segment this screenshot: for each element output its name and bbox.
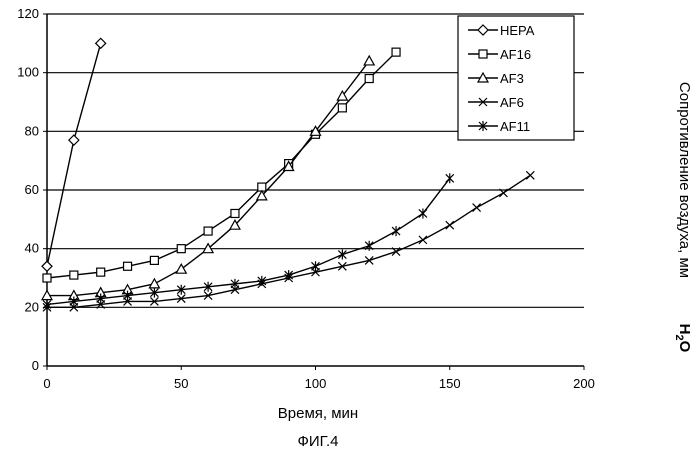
data-point <box>124 262 132 270</box>
data-point <box>392 226 400 236</box>
legend-label: AF6 <box>500 95 524 110</box>
data-point <box>338 104 346 112</box>
legend-label: AF11 <box>500 119 530 134</box>
data-point <box>176 264 186 273</box>
y-tick-label: 120 <box>17 6 39 21</box>
data-point <box>149 279 159 288</box>
series-line <box>47 178 450 304</box>
x-tick-label: 0 <box>43 376 50 391</box>
data-point <box>43 274 51 282</box>
series-hepa <box>42 38 106 271</box>
data-point <box>312 261 320 271</box>
legend: HEPA AF16 AF3 AF6 AF11 <box>458 16 574 140</box>
y-tick-label: 20 <box>25 299 39 314</box>
y-axis-unit-h: H <box>676 324 693 335</box>
data-point <box>446 221 454 229</box>
data-point <box>96 38 106 48</box>
data-point <box>392 48 400 56</box>
data-point <box>473 204 481 212</box>
y-axis-title-group: Сопротивление воздуха, мм H2O <box>673 82 693 353</box>
x-axis-title: Время, мин <box>278 405 358 422</box>
x-tick-label: 50 <box>174 376 188 391</box>
data-point <box>419 236 427 244</box>
legend-label: AF3 <box>500 71 524 86</box>
data-point <box>70 271 78 279</box>
legend-label: AF16 <box>500 47 531 62</box>
data-point <box>231 209 239 217</box>
data-point <box>204 227 212 235</box>
y-tick-label: 100 <box>17 65 39 80</box>
data-point <box>526 171 534 179</box>
series-af16 <box>43 48 400 282</box>
y-axis-title: Сопротивление воздуха, мм <box>676 82 693 278</box>
series-af11 <box>43 173 454 309</box>
series-line <box>47 52 396 278</box>
data-point <box>364 56 374 65</box>
y-tick-label: 80 <box>25 123 39 138</box>
data-point <box>365 75 373 83</box>
data-point <box>177 245 185 253</box>
data-point <box>97 268 105 276</box>
y-axis-unit: H2O <box>673 324 693 353</box>
x-tick-label: 100 <box>305 376 327 391</box>
data-point <box>419 208 427 218</box>
x-tick-labels: 0 50 100 150 200 <box>43 366 594 391</box>
series-line <box>47 175 530 307</box>
y-tick-label: 60 <box>25 182 39 197</box>
y-tick-label: 0 <box>32 358 39 373</box>
legend-label: HEPA <box>500 23 535 38</box>
series-line <box>47 61 369 296</box>
data-point <box>69 135 79 145</box>
x-tick-label: 150 <box>439 376 461 391</box>
y-tick-labels: 0 20 40 60 80 100 120 <box>17 6 47 373</box>
data-point <box>446 173 454 183</box>
legend-marker <box>479 50 487 58</box>
data-point <box>365 241 373 251</box>
data-point <box>150 256 158 264</box>
y-tick-label: 40 <box>25 241 39 256</box>
y-axis-unit-o: O <box>676 341 693 353</box>
figure-caption: ФИГ.4 <box>298 433 339 450</box>
series-line <box>47 43 101 266</box>
data-point <box>42 261 52 271</box>
x-tick-label: 200 <box>573 376 595 391</box>
data-point <box>338 250 346 260</box>
